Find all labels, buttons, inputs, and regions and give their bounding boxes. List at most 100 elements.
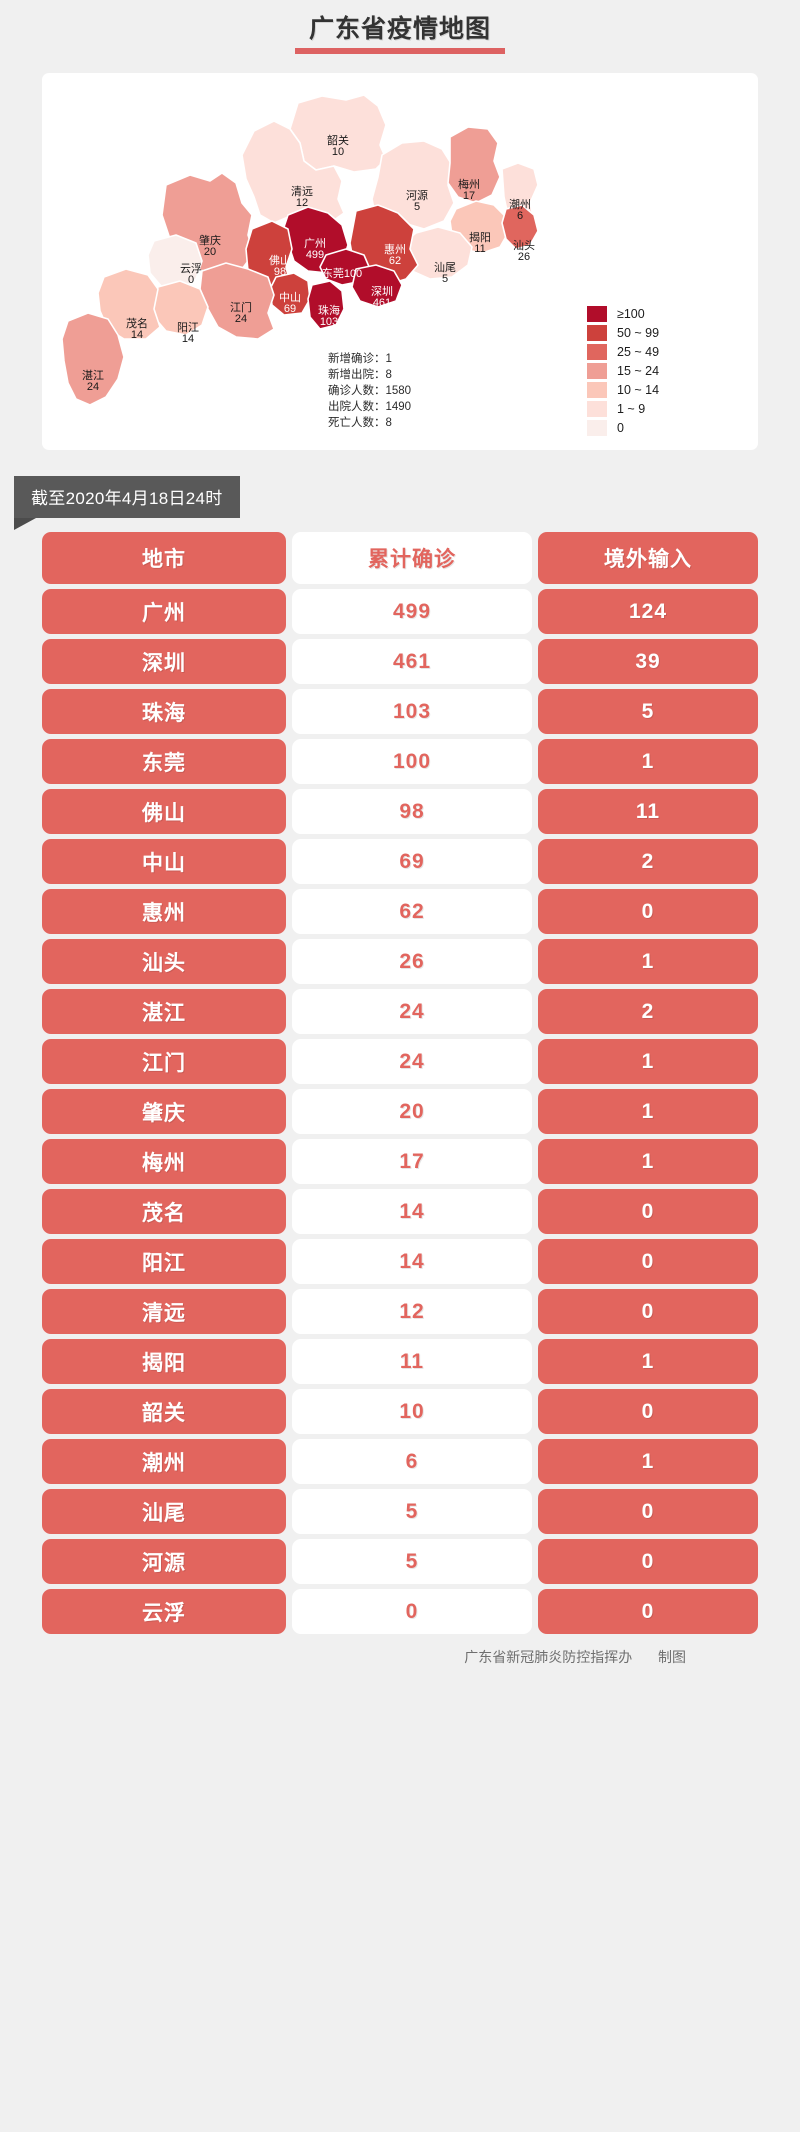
cell-imported: 1 (538, 1439, 758, 1485)
table-row[interactable]: 清远 12 0 (42, 1289, 758, 1335)
cell-imported: 0 (538, 1189, 758, 1235)
cell-imported: 0 (538, 1589, 758, 1635)
cell-imported: 1 (538, 1139, 758, 1185)
cell-total: 62 (292, 889, 532, 935)
cell-city: 肇庆 (42, 1089, 286, 1135)
date-banner: 截至2020年4月18日24时 (14, 476, 240, 519)
cell-imported: 2 (538, 989, 758, 1035)
cell-city: 江门 (42, 1039, 286, 1085)
cell-imported: 0 (538, 1539, 758, 1585)
table-row[interactable]: 云浮 0 0 (42, 1589, 758, 1635)
cell-total: 0 (292, 1589, 532, 1635)
stat-new-discharged: 新增出院：8 (328, 369, 392, 382)
region-jiangmen (199, 262, 275, 341)
table-row[interactable]: 梅州 17 1 (42, 1139, 758, 1185)
footer-org: 广东省新冠肺炎防控指挥办 (464, 1649, 633, 1666)
map-card: 韶关 10 清远 12 河源 5 梅州 17 潮州 6 揭阳 11 汕头 26 … (42, 73, 758, 451)
legend-item: 1 ~ 9 (587, 399, 659, 418)
cell-city: 潮州 (42, 1439, 286, 1485)
table-row[interactable]: 广州 499 124 (42, 589, 758, 635)
table-row[interactable]: 揭阳 11 1 (42, 1339, 758, 1385)
cell-total: 11 (292, 1339, 532, 1385)
cell-imported: 1 (538, 739, 758, 785)
region-zhanjiang (61, 312, 125, 407)
column-header-city: 地市 (42, 532, 286, 585)
table-row[interactable]: 湛江 24 2 (42, 989, 758, 1035)
region-zhongshan (269, 272, 311, 317)
cell-total: 14 (292, 1189, 532, 1235)
table-row[interactable]: 珠海 103 5 (42, 689, 758, 735)
cell-city: 阳江 (42, 1239, 286, 1285)
cell-city: 湛江 (42, 989, 286, 1035)
cell-total: 14 (292, 1239, 532, 1285)
table-row[interactable]: 中山 69 2 (42, 839, 758, 885)
cell-imported: 11 (538, 789, 758, 835)
legend-item: 15 ~ 24 (587, 361, 659, 380)
cell-imported: 0 (538, 1489, 758, 1535)
footer: 广东省新冠肺炎防控指挥办 制图 (42, 1647, 758, 1687)
legend-swatch (587, 362, 607, 379)
stat-total-deaths: 死亡人数：8 (328, 416, 392, 429)
legend-swatch (587, 324, 607, 341)
cell-total: 10 (292, 1389, 532, 1435)
cell-total: 5 (292, 1489, 532, 1535)
legend-swatch (587, 343, 607, 360)
table-body: 广州 499 124 深圳 461 39 珠海 103 5 东莞 100 1 佛… (42, 589, 758, 1635)
cell-imported: 39 (538, 639, 758, 685)
title-underline (295, 48, 505, 55)
table-row[interactable]: 肇庆 20 1 (42, 1089, 758, 1135)
region-maoming (97, 268, 161, 341)
cell-imported: 1 (538, 1089, 758, 1135)
region-shantou (501, 204, 539, 251)
legend-label: ≥100 (617, 306, 645, 321)
table-row[interactable]: 江门 24 1 (42, 1039, 758, 1085)
legend-label: 1 ~ 9 (617, 401, 646, 416)
map-legend: ≥100 50 ~ 99 25 ~ 49 15 ~ 24 10 ~ 14 1 ~… (587, 304, 659, 437)
column-header-total: 累计确诊 (292, 532, 532, 585)
table-row[interactable]: 韶关 10 0 (42, 1389, 758, 1435)
region-shanwei (403, 226, 473, 281)
cell-imported: 5 (538, 689, 758, 735)
cell-imported: 0 (538, 889, 758, 935)
table-row[interactable]: 阳江 14 0 (42, 1239, 758, 1285)
region-shenzhen (351, 264, 403, 309)
cell-total: 461 (292, 639, 532, 685)
cell-total: 24 (292, 1039, 532, 1085)
table-row[interactable]: 佛山 98 11 (42, 789, 758, 835)
cell-city: 清远 (42, 1289, 286, 1335)
legend-label: 50 ~ 99 (617, 325, 660, 340)
cell-imported: 1 (538, 1339, 758, 1385)
map-summary-stats: 新增确诊：1 新增出院：8 确诊人数：1580 出院人数：1490 死亡人数：8 (328, 352, 411, 431)
table-row[interactable]: 汕头 26 1 (42, 939, 758, 985)
cell-total: 103 (292, 689, 532, 735)
table-row[interactable]: 潮州 6 1 (42, 1439, 758, 1485)
table-row[interactable]: 汕尾 5 0 (42, 1489, 758, 1535)
table-row[interactable]: 深圳 461 39 (42, 639, 758, 685)
region-zhuhai (307, 280, 345, 331)
table-row[interactable]: 东莞 100 1 (42, 739, 758, 785)
cell-city: 河源 (42, 1539, 286, 1585)
legend-swatch (587, 419, 607, 436)
cell-imported: 1 (538, 1039, 758, 1085)
legend-label: 15 ~ 24 (617, 363, 660, 378)
cell-total: 20 (292, 1089, 532, 1135)
column-header-imported: 境外输入 (538, 532, 758, 585)
table-row[interactable]: 惠州 62 0 (42, 889, 758, 935)
guangdong-choropleth-map (61, 94, 539, 407)
legend-swatch (587, 381, 607, 398)
legend-item: 10 ~ 14 (587, 380, 659, 399)
stats-table: 地市 累计确诊 境外输入 广州 499 124 深圳 461 39 珠海 103… (42, 532, 758, 1635)
footer-role: 制图 (658, 1649, 686, 1666)
cell-imported: 0 (538, 1389, 758, 1435)
region-qingyuan (241, 120, 345, 227)
cell-imported: 0 (538, 1239, 758, 1285)
cell-city: 汕尾 (42, 1489, 286, 1535)
legend-item: ≥100 (587, 304, 659, 323)
table-header-row: 地市 累计确诊 境外输入 (42, 532, 758, 585)
region-yunfu (147, 234, 203, 291)
table-row[interactable]: 河源 5 0 (42, 1539, 758, 1585)
cell-city: 广州 (42, 589, 286, 635)
table-row[interactable]: 茂名 14 0 (42, 1189, 758, 1235)
cell-city: 韶关 (42, 1389, 286, 1435)
cell-imported: 2 (538, 839, 758, 885)
